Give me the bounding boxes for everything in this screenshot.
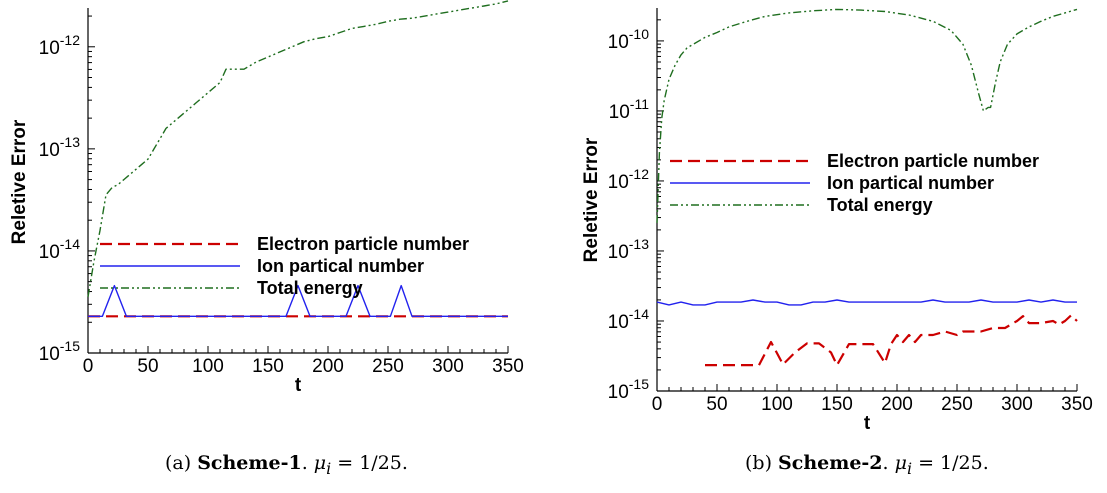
c1-y-tick-label: 10-13 [39,134,81,161]
caption-b: (b) Scheme-2. μi = 1/25. [745,452,989,478]
chart-scheme-2: 0 50 100 150 200 250 300 350 10-15 10-14 10-13 10-1… [581,8,1093,434]
c2-series-3-line [656,8,1078,224]
c1-legend-label-3: Total energy [257,278,363,298]
c2-x-tick-label: 150 [821,394,853,415]
c2-series-2-line [656,299,1077,306]
c1-y-tick-label: 10-14 [39,236,81,263]
caption-b-eq: = 1/25. [912,452,989,474]
c1-x-tick-label: 300 [432,356,464,377]
caption-a-sub: i [326,458,332,478]
c2-y-tick-label: 10-15 [608,376,650,403]
c2-x-tick-label: 0 [652,394,663,415]
c1-x-tick-label: 100 [192,356,224,377]
caption-b-scheme: Scheme-2 [778,452,883,474]
caption-a-eq: = 1/25. [331,452,408,474]
caption-a-dot: . [301,452,314,474]
caption-b-prefix: (b) [745,452,779,474]
c2-legend-label-1: Electron particle number [827,151,1039,171]
c2-y-tick-label: 10-14 [608,306,650,333]
c2-y-tick-label: 10-13 [608,236,650,263]
c2-y-tick-label: 10-12 [608,166,650,193]
caption-a: (a) Scheme-1. μi = 1/25. [165,452,408,478]
c2-y-tick-label: 10-10 [608,26,650,53]
c1-x-tick-label: 200 [312,356,344,377]
c1-y-tick-label: 10-12 [39,32,81,59]
c1-x-tick-label: 350 [492,356,524,377]
c2-legend-label-2: Ion partical number [827,173,994,193]
caption-b-dot: . [882,452,895,474]
c1-legend-label-1: Electron particle number [257,234,469,254]
c2-y-axis-title: Reletive Error [581,137,602,262]
c1-x-axis-title: t [295,375,302,396]
c2-x-tick-label: 200 [881,394,913,415]
caption-a-prefix: (a) [165,452,198,474]
c1-y-tick-label: 10-15 [39,338,81,365]
chart-scheme-1: 0 50 100 150 200 250 300 350 10-15 10-14 10-13 10-1… [9,0,524,396]
c1-x-tick-label: 150 [252,356,284,377]
c2-y-tick-label: 10-11 [609,96,650,123]
c1-y-axis-title: Reletive Error [9,119,30,244]
c1-series-3-line [87,0,509,298]
c2-x-tick-label: 100 [761,394,793,415]
caption-a-scheme: Scheme-1 [197,452,302,474]
caption-b-mu: μ [894,452,907,474]
c1-x-tick-label: 250 [372,356,404,377]
c2-x-tick-label: 50 [706,394,727,415]
c2-legend-label-3: Total energy [827,195,933,215]
c2-series-1-line [705,314,1078,367]
c1-x-tick-label: 0 [83,356,94,377]
caption-a-mu: μ [313,452,327,474]
c2-x-tick-label: 250 [941,394,973,415]
c1-x-tick-label: 50 [137,356,158,377]
c1-legend-label-2: Ion partical number [257,256,424,276]
c2-x-axis-title: t [864,413,871,434]
c2-x-tick-label: 300 [1001,394,1033,415]
c1-series-2-line [88,284,508,317]
caption-b-sub: i [906,458,913,478]
c2-x-tick-label: 350 [1061,394,1093,415]
